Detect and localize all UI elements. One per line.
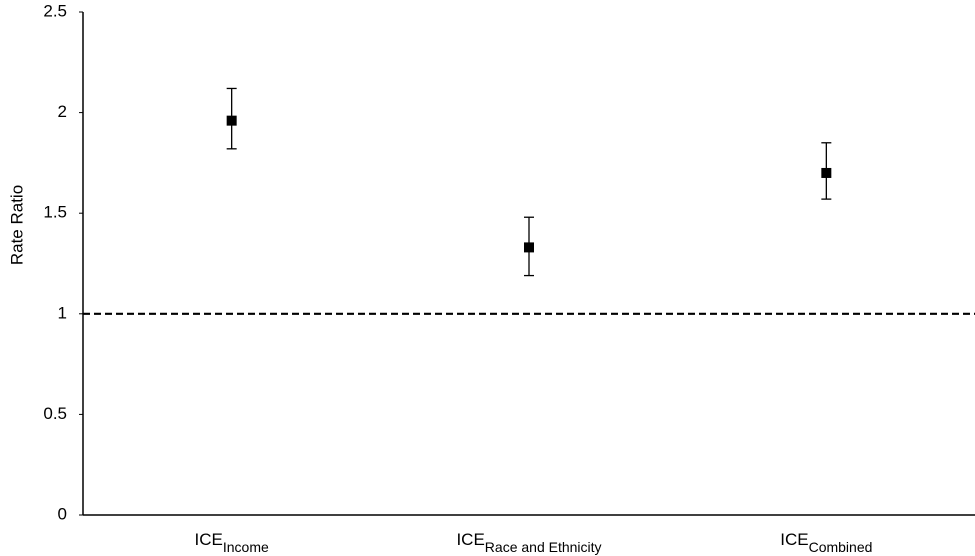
x-tick-label-main: ICE [195, 530, 223, 549]
y-tick-label: 2.5 [43, 1, 67, 20]
x-tick-label: ICEIncome [195, 530, 269, 555]
y-tick-label: 0 [58, 504, 67, 523]
x-tick-label: ICERace and Ethnicity [456, 530, 601, 555]
y-tick-label: 0.5 [43, 404, 67, 423]
point-marker [524, 242, 534, 253]
x-tick-label-subscript: Race and Ethnicity [485, 539, 602, 555]
y-tick-label: 1.5 [43, 203, 67, 222]
x-tick-label-subscript: Combined [809, 539, 873, 555]
x-tick-label: ICECombined [780, 530, 872, 555]
x-tick-label-main: ICE [780, 530, 808, 549]
x-tick-label-subscript: Income [223, 539, 269, 555]
y-tick-label: 1 [58, 303, 67, 322]
point-marker [821, 167, 832, 178]
y-tick-label: 2 [58, 102, 67, 121]
x-tick-label-main: ICE [456, 530, 484, 549]
point-marker [226, 115, 237, 126]
y-axis-label: Rate Ratio [7, 185, 26, 265]
